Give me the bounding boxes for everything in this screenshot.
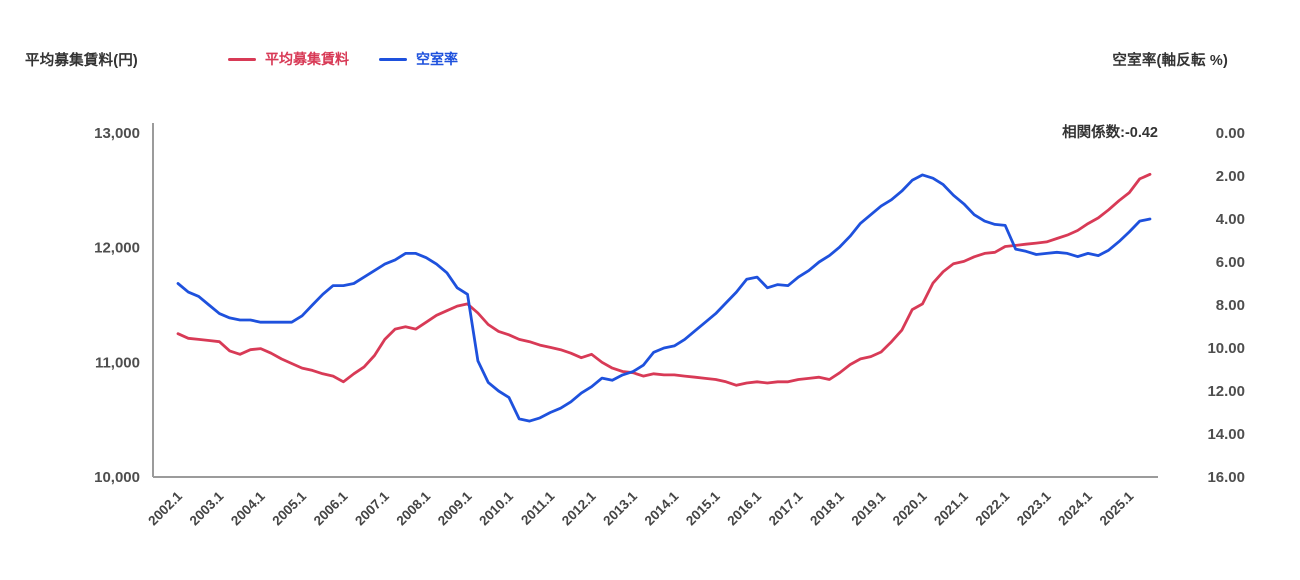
x-axis-tick-label: 2020.1: [890, 488, 930, 528]
x-axis-tick-label: 2017.1: [766, 488, 806, 528]
right-axis-tick-label: 16.00: [1207, 469, 1245, 486]
right-axis-tick-label: 14.00: [1207, 426, 1245, 443]
right-axis-tick-label: 0.00: [1216, 125, 1245, 142]
rent-line-swatch-icon: [228, 57, 256, 61]
right-axis-tick-label: 2.00: [1216, 168, 1245, 185]
x-axis-tick-label: 2007.1: [352, 488, 392, 528]
x-axis-tick-label: 2004.1: [228, 488, 268, 528]
x-axis-tick-label: 2011.1: [518, 488, 558, 528]
legend: 平均募集賃料 空室率: [228, 49, 458, 69]
right-axis-tick-label: 10.00: [1207, 340, 1245, 357]
right-axis-tick-label: 4.00: [1216, 211, 1245, 228]
x-axis-tick-label: 2014.1: [642, 488, 682, 528]
x-axis-tick-label: 2021.1: [931, 488, 971, 528]
legend-item-vacancy[interactable]: 空室率: [379, 49, 458, 69]
legend-label-rent: 平均募集賃料: [265, 51, 349, 67]
x-axis-tick-label: 2019.1: [848, 488, 888, 528]
x-axis-tick-label: 2024.1: [1055, 488, 1095, 528]
x-axis-tick-label: 2018.1: [807, 488, 847, 528]
left-axis-tick-label: 11,000: [95, 354, 140, 371]
x-axis-tick-label: 2005.1: [269, 488, 309, 528]
vacancy-line-series: [176, 173, 1152, 423]
x-axis-tick-label: 2013.1: [600, 488, 640, 528]
left-axis-title: 平均募集賃料(円): [25, 53, 138, 69]
right-axis-tick-label: 12.00: [1207, 383, 1245, 400]
correlation-annotation: 相関係数:-0.42: [1062, 125, 1158, 141]
x-axis-tick-label: 2015.1: [683, 488, 723, 528]
left-axis-tick-label: 10,000: [94, 469, 140, 486]
x-axis-tick-label: 2010.1: [476, 488, 516, 528]
legend-label-vacancy: 空室率: [416, 51, 458, 67]
rent-line-series: [176, 172, 1152, 387]
vacancy-line-swatch-icon: [379, 57, 407, 61]
x-axis-tick-label: 2023.1: [1014, 488, 1054, 528]
right-axis-tick-label: 8.00: [1216, 297, 1245, 314]
left-axis-tick-label: 12,000: [94, 240, 140, 257]
x-axis-tick-label: 2006.1: [311, 488, 351, 528]
right-axis-tick-label: 6.00: [1216, 254, 1245, 271]
x-axis-tick-label: 2012.1: [559, 488, 599, 528]
x-axis-tick-label: 2009.1: [435, 488, 475, 528]
x-axis-tick-label: 2003.1: [187, 488, 227, 528]
right-axis-title: 空室率(軸反転 %): [1112, 53, 1228, 69]
x-axis-tick-label: 2008.1: [393, 488, 433, 528]
x-axis-tick-label: 2016.1: [724, 488, 764, 528]
legend-item-rent[interactable]: 平均募集賃料: [228, 49, 349, 69]
left-axis-tick-label: 13,000: [94, 125, 140, 142]
x-axis-tick-label: 2002.1: [145, 488, 185, 528]
x-axis-tick-label: 2025.1: [1097, 488, 1137, 528]
x-axis-tick-label: 2022.1: [973, 488, 1013, 528]
